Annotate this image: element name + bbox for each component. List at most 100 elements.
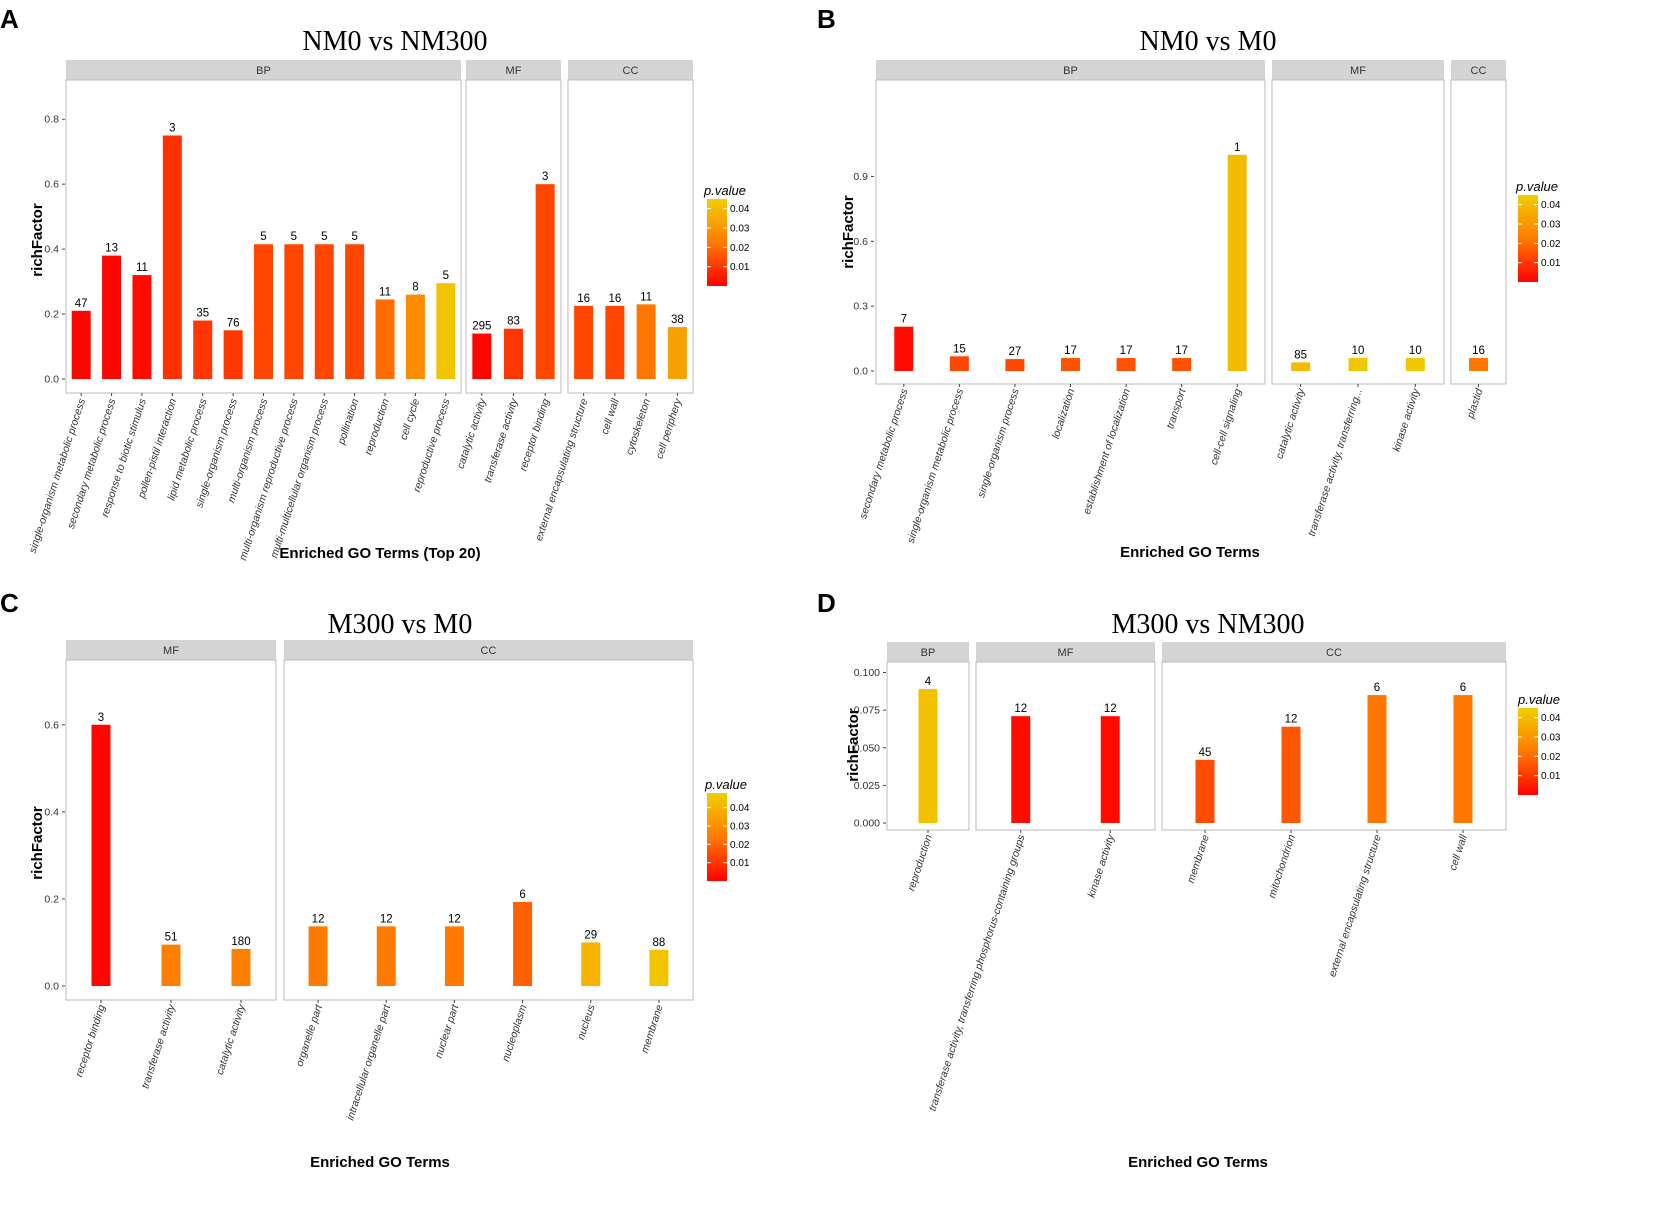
x-category-label: transport (1164, 386, 1189, 430)
x-category-label: cell cycle (398, 397, 423, 441)
y-tick-label: 0.6 (44, 719, 59, 731)
bar-count-label: 12 (1285, 714, 1298, 726)
bar-count-label: 16 (608, 293, 621, 305)
bar-count-label: 180 (231, 936, 250, 948)
y-tick-label: 0.0 (44, 981, 59, 993)
legend-tick-label: 0.02 (1541, 239, 1561, 250)
facet-strip-label: CC (481, 645, 497, 657)
facet-strip (66, 640, 276, 660)
pvalue-legend: p.value 0.04 0.03 0.02 0.01 (1515, 179, 1561, 282)
y-axis-label: richFactor (29, 203, 46, 277)
bar-count-label: 5 (443, 270, 449, 282)
bar (231, 948, 251, 986)
legend-colorbar (707, 793, 727, 881)
legend-title: p.value (704, 777, 747, 792)
facet-panel (1161, 661, 1507, 831)
y-tick-label: 0.0 (44, 374, 59, 386)
bar-count-label: 7 (901, 314, 907, 326)
bar (472, 333, 492, 379)
bar (1005, 359, 1025, 371)
facet-strip-label: MF (506, 65, 522, 77)
facet-panel (1450, 79, 1507, 385)
bar (1227, 154, 1247, 371)
facet-panel (875, 79, 1266, 385)
bar-count-label: 1 (1234, 142, 1240, 154)
bar-count-label: 17 (1175, 345, 1188, 357)
chart-title: M300 vs M0 (328, 609, 473, 640)
bar-count-label: 27 (1009, 346, 1022, 358)
facet-cc: CC 12 organelle part 12 intracellular organe… (283, 640, 694, 1122)
bar (1195, 759, 1215, 823)
y-tick-label: 0.2 (44, 893, 59, 905)
facet-strip-label: BP (921, 647, 936, 659)
x-axis-label: Enriched GO Terms (Top 20) (279, 545, 480, 562)
x-axis-label: Enriched GO Terms (1128, 1154, 1268, 1171)
bar (667, 327, 687, 379)
bar-count-label: 11 (640, 291, 652, 303)
x-category-label: kinase activity (1391, 387, 1423, 454)
x-category-label: cell-cell signaling (1208, 387, 1244, 466)
bar-count-label: 83 (507, 316, 520, 328)
y-tick-label: 0.4 (44, 806, 59, 818)
x-category-label: reproduction (905, 833, 934, 892)
bar-count-label: 295 (472, 321, 491, 333)
y-tick-label: 0.0 (853, 366, 868, 378)
bar (71, 310, 91, 379)
bar (1469, 358, 1488, 371)
bar (1116, 358, 1136, 371)
panel-label: A (0, 4, 19, 34)
bar (436, 283, 456, 379)
x-category-label: reproduction (362, 397, 391, 456)
bar (1453, 695, 1473, 823)
x-category-label: transferase activity (482, 397, 521, 485)
bar (918, 689, 938, 823)
bar (1011, 716, 1031, 823)
bar (1405, 358, 1425, 371)
bar-count-label: 6 (1374, 682, 1380, 694)
x-category-label: external encapsulating structure (1326, 833, 1383, 978)
y-tick-label: 0.6 (44, 179, 59, 191)
bar-count-label: 10 (1409, 345, 1422, 357)
bar (405, 294, 425, 379)
facet-mf: MF 85 catalytic activity 10 transferase acti… (1271, 60, 1445, 538)
facet-strip (1451, 60, 1506, 80)
bar-count-label: 6 (519, 889, 525, 901)
x-axis-label: Enriched GO Terms (310, 1154, 450, 1171)
x-category-label: pollination (335, 397, 361, 447)
x-category-label: establishment of localization (1081, 387, 1133, 516)
pvalue-legend: p.value 0.04 0.03 0.02 0.01 (1517, 692, 1561, 795)
facet-strip (568, 60, 693, 80)
bar (636, 304, 656, 379)
facet-strip-label: BP (1063, 65, 1078, 77)
x-category-label: cell wall (599, 397, 622, 436)
y-tick-label: 0.000 (854, 818, 880, 830)
x-category-label: multi-organism reproductive process (237, 397, 301, 562)
chart-panel-a: A NM0 vs NM300 0.0 0.2 0.4 0.6 0.8 richFactor En… (0, 4, 750, 562)
y-axis-label: richFactor (29, 806, 46, 880)
facet-panel (975, 661, 1156, 831)
facet-panel (283, 659, 694, 1001)
x-category-label: plastid (1464, 386, 1485, 421)
x-category-label: receptor binding (517, 397, 552, 472)
y-tick-label: 0.4 (44, 244, 59, 256)
legend-colorbar (707, 199, 727, 286)
facet-strip (887, 642, 969, 662)
facet-strip-label: MF (163, 645, 179, 657)
bar (254, 244, 273, 379)
legend-tick-label: 0.04 (1541, 200, 1561, 211)
facet-mf: MF 3 receptor binding 51 transferase activit… (65, 640, 277, 1090)
x-category-label: organelle part (294, 1002, 326, 1068)
legend-tick-label: 0.01 (1541, 258, 1561, 269)
panel-label: C (0, 588, 19, 618)
bar-count-label: 5 (321, 231, 327, 243)
bar (1348, 358, 1368, 371)
bar-count-label: 29 (584, 929, 597, 941)
facet-bp: BP 7 secondary metabolic process 15 single-o… (857, 60, 1266, 545)
x-category-label: transferase activity, transferring phosp… (927, 833, 1028, 1113)
bar (102, 255, 122, 379)
x-category-label: nucleoplasm (500, 1003, 530, 1063)
bar-count-label: 16 (577, 293, 590, 305)
facet-panel (1271, 79, 1445, 385)
bar (132, 275, 152, 379)
